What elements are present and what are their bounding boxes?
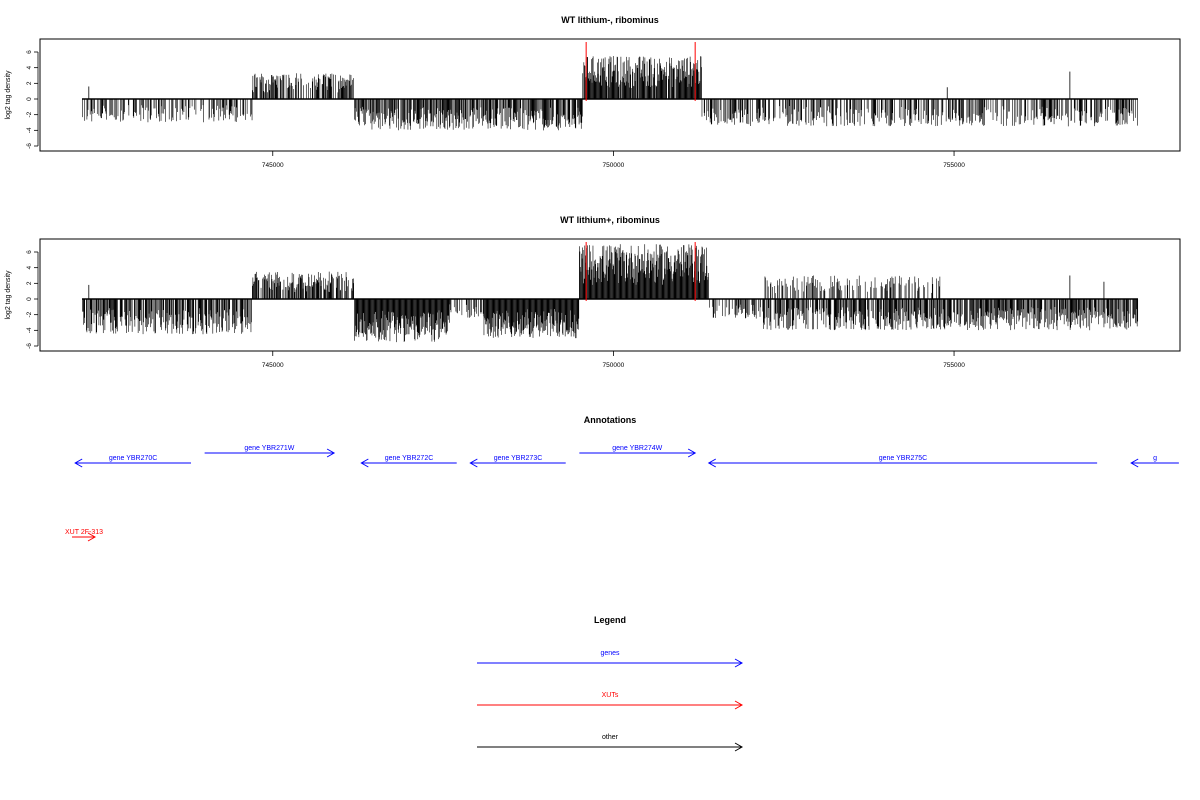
gene-label: gene YBR272C (385, 455, 434, 462)
y-axis-label: log2 tag density (5, 270, 12, 320)
arrowhead (734, 700, 744, 710)
xut-label: XUT 2F-313 (65, 529, 103, 536)
arrowhead (1130, 458, 1139, 468)
y-tick-label: 0 (26, 97, 33, 101)
track-panel-lithium-minus: WT lithium-, ribominus log2 tag density … (5, 15, 1181, 169)
panel-title: WT lithium+, ribominus (560, 215, 660, 225)
gene-label: gene YBR271W (244, 445, 294, 452)
arrowhead (469, 458, 478, 468)
signal-bars (82, 242, 1139, 343)
x-tick-label: 750000 (603, 162, 625, 169)
x-tick-label: 750000 (603, 362, 625, 369)
panel-title: WT lithium-, ribominus (561, 15, 659, 25)
legend-items: genes XUTs other (477, 650, 744, 752)
plot-frame (39, 38, 1181, 152)
y-tick-label: 4 (26, 265, 33, 269)
y-tick-label: -2 (26, 111, 33, 117)
y-axis-label: log2 tag density (5, 70, 12, 120)
legend-title: Legend (594, 615, 626, 625)
legend: Legend genes XUTs other (477, 615, 744, 752)
y-tick-label: -6 (26, 343, 33, 349)
y-tick-label: 0 (26, 297, 33, 301)
x-tick-label: 755000 (943, 162, 965, 169)
gene-label: gene YBR273C (494, 455, 543, 462)
legend-label: XUTs (602, 692, 619, 699)
y-tick-label: -4 (26, 127, 33, 133)
y-tick-label: -2 (26, 311, 33, 317)
gene-label: g (1153, 455, 1157, 462)
axes: 6 4 2 0 -2 -4 -6 745000 750000 755000 (26, 250, 965, 369)
arrowhead (734, 742, 744, 752)
x-tick-label: 745000 (262, 162, 284, 169)
y-tick-label: 6 (26, 50, 33, 54)
y-tick-label: 4 (26, 65, 33, 69)
y-tick-label: 6 (26, 250, 33, 254)
x-tick-label: 755000 (943, 362, 965, 369)
y-tick-label: -6 (26, 143, 33, 149)
arrowhead (74, 458, 83, 468)
xut-arrows: XUT 2F-313 (65, 529, 103, 542)
arrowhead (87, 532, 97, 542)
signal-bars (82, 42, 1138, 131)
arrowhead (707, 458, 717, 468)
y-tick-label: -4 (26, 327, 33, 333)
gene-label: gene YBR270C (109, 455, 158, 462)
gene-label: gene YBR274W (612, 445, 662, 452)
x-tick-label: 745000 (262, 362, 284, 369)
arrowhead (360, 458, 369, 468)
arrowhead (687, 448, 697, 458)
annotations-title: Annotations (584, 415, 637, 425)
y-tick-label: 2 (26, 281, 33, 285)
axes: 6 4 2 0 -2 -4 -6 745000 750000 755000 (26, 50, 965, 169)
arrowhead (326, 448, 336, 458)
y-tick-label: 2 (26, 81, 33, 85)
gene-arrows: gene YBR270C gene YBR271W gene YBR272C gene… (74, 445, 1179, 468)
legend-label: other (602, 734, 619, 741)
arrowhead (734, 658, 744, 668)
plot-frame (39, 238, 1181, 352)
legend-label: genes (600, 650, 620, 657)
gene-label: gene YBR275C (879, 455, 928, 462)
track-panel-lithium-plus: WT lithium+, ribominus log2 tag density … (5, 215, 1181, 369)
